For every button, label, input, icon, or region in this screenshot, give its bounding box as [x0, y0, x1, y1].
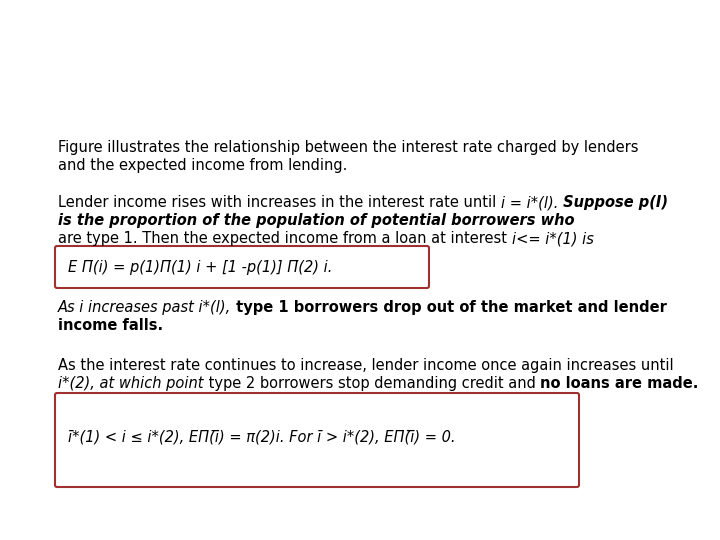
Text: As the interest rate continues to increase, lender income once again increases u: As the interest rate continues to increa…: [58, 358, 674, 373]
FancyBboxPatch shape: [55, 393, 579, 487]
Text: is the proportion of the population of potential borrowers who: is the proportion of the population of p…: [58, 213, 575, 228]
Text: and the expected income from lending.: and the expected income from lending.: [58, 158, 347, 173]
Text: no loans are made.: no loans are made.: [540, 376, 698, 391]
Text: i*(2), at which point: i*(2), at which point: [58, 376, 204, 391]
Text: type 1 borrowers drop out of the market and lender: type 1 borrowers drop out of the market …: [231, 300, 667, 315]
Text: i = i*(l).: i = i*(l).: [501, 195, 558, 210]
Text: are type 1. Then the expected income from a loan at interest: are type 1. Then the expected income fro…: [58, 231, 512, 246]
Text: i<= i*(1) is: i<= i*(1) is: [512, 231, 593, 246]
Text: Figure illustrates the relationship between the interest rate charged by lenders: Figure illustrates the relationship betw…: [58, 140, 639, 155]
Text: As i increases past i*(l),: As i increases past i*(l),: [58, 300, 231, 315]
Text: E Π̅(i) = p(1)Π̅(1) i + [1 -p(1)] Π̅(2) i.: E Π̅(i) = p(1)Π̅(1) i + [1 -p(1)] Π̅(2) …: [68, 260, 333, 275]
FancyBboxPatch shape: [55, 246, 429, 288]
Text: ī*(1) < i ≤ i*(2), EΠ(i̅) = π(2)i. For ī > i*(2), EΠ(i̅) = 0.: ī*(1) < i ≤ i*(2), EΠ(i̅) = π(2)i. For ī…: [68, 430, 456, 445]
Text: Lender income rises with increases in the interest rate until: Lender income rises with increases in th…: [58, 195, 501, 210]
Text: income falls.: income falls.: [58, 318, 163, 333]
Text: Suppose p(I): Suppose p(I): [558, 195, 668, 210]
Text: type 2 borrowers stop demanding credit and: type 2 borrowers stop demanding credit a…: [204, 376, 540, 391]
